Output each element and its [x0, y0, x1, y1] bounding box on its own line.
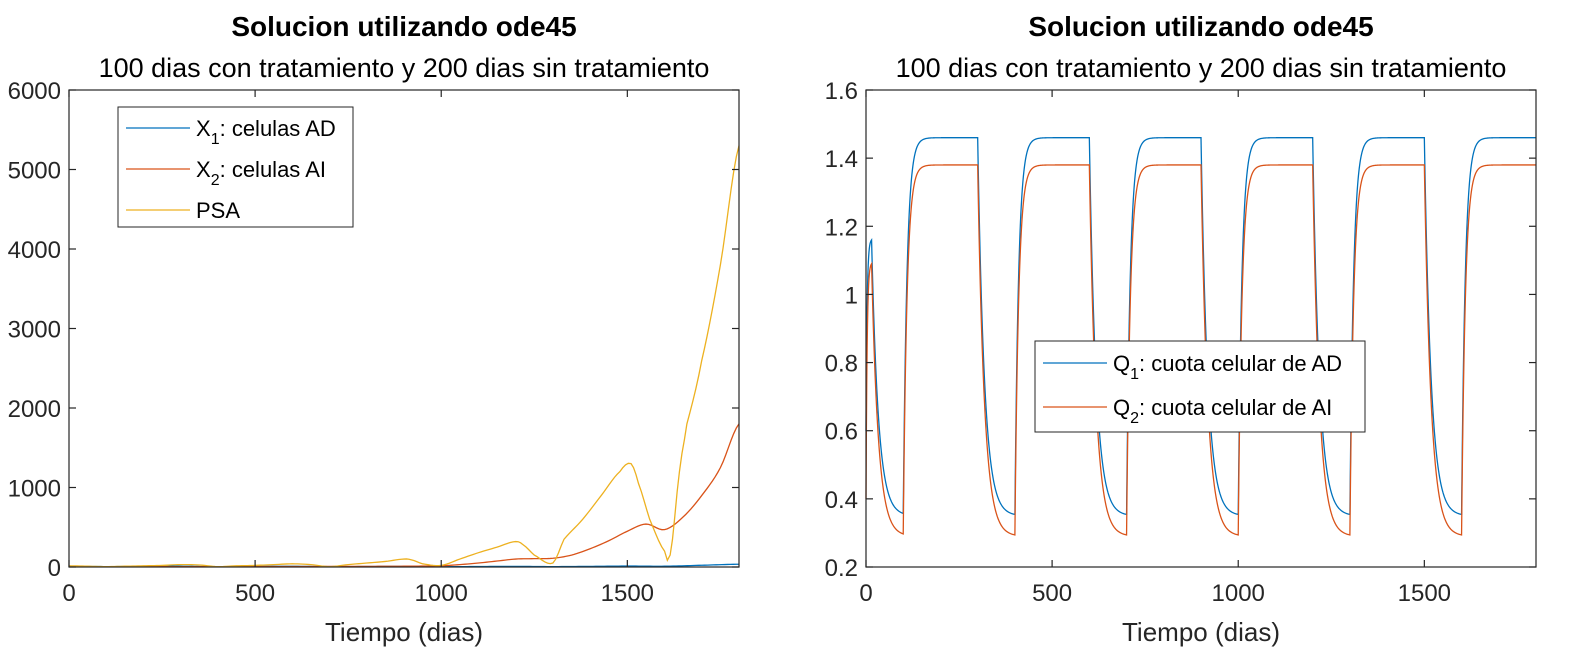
chart-right-ytick-label: 1	[845, 282, 858, 309]
chart-right-ytick-label: 1.6	[825, 78, 858, 105]
chart-left-legend-entry: X1: celulas AD	[196, 116, 336, 148]
chart-right-xtick-label: 1000	[1212, 580, 1265, 607]
legend-entry-main: X	[196, 116, 211, 141]
chart-left-ytick-label: 0	[48, 555, 61, 582]
chart-left-legend-entry: X2: celulas AI	[196, 157, 326, 189]
chart-right-ytick-label: 0.4	[825, 487, 858, 514]
legend-entry-main: X	[196, 157, 211, 182]
chart-right-xtick-label: 500	[1032, 580, 1072, 607]
legend-entry-main: Q	[1113, 351, 1130, 376]
chart-right-legend-entry: Q2: cuota celular de AI	[1113, 395, 1332, 427]
chart-right-ytick-label: 0.2	[825, 555, 858, 582]
chart-left-ytick-label: 3000	[8, 317, 61, 344]
chart-right-ytick-label: 0.6	[825, 419, 858, 446]
chart-right-ticks: 0 500 1000 1500 0.2 0.4 0.6 0.8 1 1.2 1.4 1.6	[825, 78, 1536, 607]
chart-left: Solucion utilizando ode45 100 dias con t…	[8, 11, 740, 647]
chart-right-axes-box	[865, 89, 1537, 568]
chart-right: Solucion utilizando ode45 100 dias con t…	[825, 11, 1537, 647]
chart-left-ytick-label: 1000	[8, 476, 61, 503]
chart-left-xtick-label: 0	[62, 580, 75, 607]
chart-left-ytick-label: 6000	[8, 78, 61, 105]
legend-entry-rest: : cuota celular de AI	[1139, 395, 1332, 420]
chart-left-ytick-label: 5000	[8, 158, 61, 185]
chart-left-xtick-label: 1000	[415, 580, 468, 607]
chart-left-title: Solucion utilizando ode45	[231, 11, 576, 42]
legend-entry-subscript: 2	[1130, 410, 1139, 427]
chart-right-xtick-label: 1500	[1398, 580, 1451, 607]
chart-left-ticks: 0 500 1000 1500 0 1000 2000 3000 4000 5000 6000	[8, 78, 739, 607]
chart-right-subtitle: 100 dias con tratamiento y 200 dias sin …	[896, 53, 1507, 83]
chart-right-series-1	[865, 137, 1536, 516]
chart-right-legend-entry: Q1: cuota celular de AD	[1113, 351, 1342, 383]
legend-entry-main: Q	[1113, 395, 1130, 420]
chart-left-xtick-label: 1500	[601, 580, 654, 607]
chart-left-legend-box	[117, 106, 354, 228]
legend-entry-main: PSA	[196, 198, 240, 223]
chart-right-ytick-label: 1.4	[825, 146, 858, 173]
legend-entry-subscript: 2	[211, 172, 220, 189]
chart-right-xtick-label: 0	[859, 580, 872, 607]
legend-entry-subscript: 1	[211, 131, 220, 148]
chart-left-ytick-label: 2000	[8, 396, 61, 423]
chart-right-xlabel: Tiempo (dias)	[1122, 617, 1280, 647]
chart-left-ytick-label: 4000	[8, 237, 61, 264]
legend-entry-rest: : cuota celular de AD	[1139, 351, 1342, 376]
chart-left-series-3	[68, 145, 740, 568]
chart-right-ytick-label: 0.8	[825, 351, 858, 378]
chart-left-xtick-label: 500	[235, 580, 275, 607]
legend-entry-rest: : celulas AI	[220, 157, 326, 182]
chart-right-ytick-label: 1.2	[825, 214, 858, 241]
chart-left-series-2	[69, 423, 740, 568]
chart-right-title: Solucion utilizando ode45	[1028, 11, 1373, 42]
chart-left-subtitle: 100 dias con tratamiento y 200 dias sin …	[99, 53, 710, 83]
chart-left-xlabel: Tiempo (dias)	[325, 617, 483, 647]
chart-right-legend-box	[1034, 340, 1366, 433]
chart-right-series-2	[865, 164, 1536, 536]
legend-entry-rest: : celulas AD	[220, 116, 336, 141]
chart-right-plot	[865, 137, 1536, 536]
legend-entry-subscript: 1	[1130, 366, 1139, 383]
chart-left-legend-entry: PSA	[196, 198, 240, 223]
